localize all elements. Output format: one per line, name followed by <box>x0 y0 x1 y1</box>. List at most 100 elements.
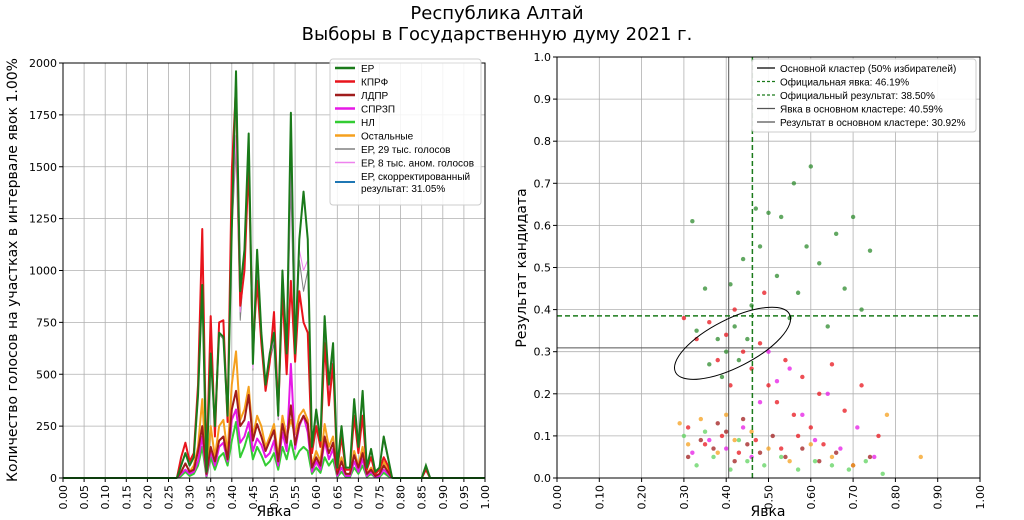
scatter-point <box>859 307 864 312</box>
scatter-point <box>762 290 767 295</box>
y-tick-label: 0 <box>50 472 57 485</box>
scatter-point <box>732 458 737 464</box>
x-tick-label: 0.20 <box>636 485 649 510</box>
x-tick-label: 0.30 <box>678 485 691 510</box>
x-tick-label: 0.00 <box>57 485 70 510</box>
legend-label: ЕР <box>361 64 375 75</box>
scatter-point <box>736 357 742 363</box>
scatter-point <box>685 454 691 460</box>
x-tick-label: 0.25 <box>163 485 176 510</box>
scatter-point <box>728 282 733 287</box>
scatter-point <box>681 433 687 439</box>
right-legend: Основной кластер (50% избирателей) Официа… <box>751 58 977 133</box>
figure-title-line2: Выборы в Государственную думу 2021 г. <box>302 24 693 45</box>
scatter-point <box>702 286 708 291</box>
scatter-point <box>724 412 729 418</box>
turnout-result-scatter-chart: Явка Результат кандидата 0.00 0.10 0.20 0.3… <box>514 51 987 520</box>
x-tick-label: 1.00 <box>479 485 492 510</box>
scatter-point <box>740 416 746 422</box>
scatter-point <box>719 374 725 380</box>
y-tick-label: 500 <box>36 368 57 381</box>
x-tick-label: 0.35 <box>205 485 218 510</box>
scatter-point <box>715 336 720 342</box>
x-tick-label: 0.70 <box>847 485 860 510</box>
scatter-point <box>736 437 742 443</box>
scatter-point <box>850 214 856 220</box>
scatter-point <box>829 454 835 460</box>
scatter-point <box>821 442 826 447</box>
right-y-axis-label: Результат кандидата <box>514 188 530 347</box>
scatter-point <box>707 437 712 443</box>
scatter-point <box>770 433 775 439</box>
scatter-point <box>778 446 784 451</box>
left-legend: ЕР КПРФ ЛДПР СПРЗП НЛ Остальные ЕР, 29 тыс. го… <box>329 58 482 206</box>
scatter-point <box>812 458 818 464</box>
x-tick-label: 0.00 <box>551 485 564 510</box>
y-tick-label: 0.5 <box>534 262 552 275</box>
x-tick-label: 0.40 <box>720 485 733 510</box>
x-tick-label: 0.15 <box>120 485 133 510</box>
scatter-point <box>766 349 771 354</box>
scatter-point <box>715 450 720 455</box>
scatter-point <box>685 442 691 447</box>
scatter-point <box>817 391 822 396</box>
y-tick-label: 1000 <box>29 265 57 278</box>
scatter-point <box>740 349 746 354</box>
scatter-point <box>778 214 784 220</box>
y-tick-label: 0.3 <box>534 346 552 359</box>
scatter-point <box>842 408 847 413</box>
y-tick-label: 0.8 <box>534 135 552 148</box>
scatter-point <box>757 400 763 405</box>
scatter-point <box>732 437 737 443</box>
y-tick-label: 1250 <box>29 213 57 226</box>
main-cluster-ellipse <box>673 306 792 380</box>
x-tick-label: 0.30 <box>184 485 197 510</box>
x-tick-label: 0.05 <box>78 485 91 510</box>
scatter-point <box>685 425 691 430</box>
scatter-point <box>698 437 704 443</box>
scatter-point <box>876 433 881 439</box>
scatter-point <box>829 463 835 468</box>
scatter-point <box>808 442 813 447</box>
x-tick-label: 0.55 <box>289 485 302 510</box>
series-line-нл <box>176 420 393 479</box>
y-tick-label: 0.9 <box>534 93 552 106</box>
scatter-point <box>783 357 788 363</box>
x-tick-label: 0.95 <box>458 485 471 510</box>
series-line-ер <box>175 70 394 479</box>
scatter-point <box>838 446 843 451</box>
x-tick-label: 0.50 <box>763 485 776 510</box>
scatter-point <box>825 391 830 396</box>
scatter-point <box>711 454 716 460</box>
scatter-point <box>783 454 788 460</box>
scatter-point <box>715 357 720 363</box>
scatter-point <box>787 458 792 464</box>
scatter-point <box>833 231 839 237</box>
scatter-point <box>766 383 771 388</box>
scatter-point <box>677 421 682 426</box>
scatter-point <box>791 412 797 418</box>
scatter-point <box>774 273 780 279</box>
scatter-point <box>880 471 885 476</box>
figure-title-line1: Республика Алтай <box>410 3 583 24</box>
scatter-point <box>867 248 873 253</box>
scatter-point <box>800 446 805 451</box>
scatter-point <box>719 433 725 439</box>
scatter-point <box>728 467 733 472</box>
scatter-point <box>690 450 695 455</box>
x-tick-label: 0.80 <box>889 485 902 510</box>
scatter-point <box>795 467 801 472</box>
scatter-point <box>800 412 805 418</box>
y-tick-label: 250 <box>36 420 57 433</box>
scatter-point <box>795 290 801 295</box>
scatter-point <box>846 467 852 472</box>
x-tick-label: 0.75 <box>374 485 387 510</box>
scatter-point <box>829 362 835 367</box>
scatter-point <box>745 442 750 447</box>
scatter-point <box>749 429 754 434</box>
series-spike-er <box>420 462 432 479</box>
scatter-point <box>702 442 708 447</box>
x-tick-label: 0.20 <box>141 485 154 510</box>
scatter-point <box>745 458 750 464</box>
